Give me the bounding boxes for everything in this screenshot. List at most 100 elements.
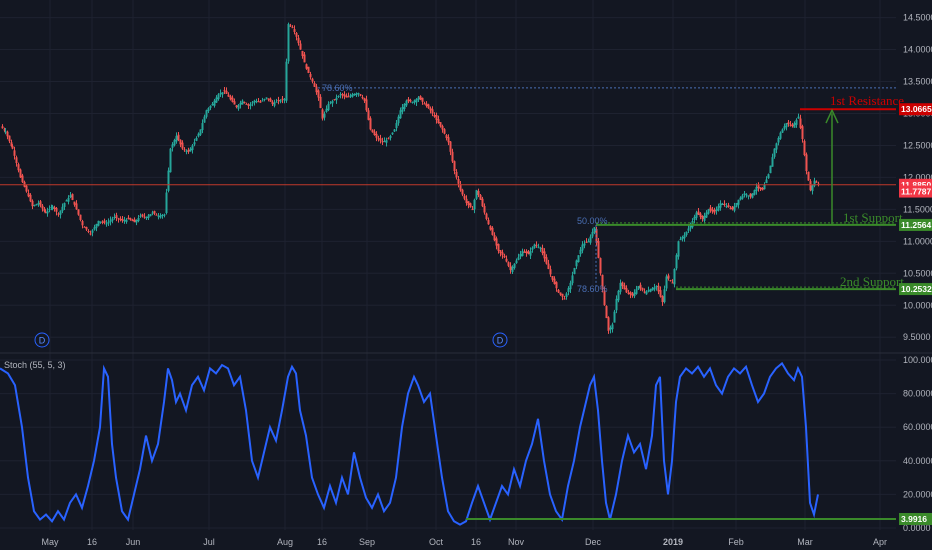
annotations: 1st Resistance 1st Support 2nd Support 7… xyxy=(322,83,904,294)
candle xyxy=(397,116,400,124)
candle xyxy=(265,97,268,99)
candle xyxy=(441,125,444,130)
candle xyxy=(527,251,530,255)
candle xyxy=(217,94,220,100)
candle xyxy=(427,104,430,109)
candle xyxy=(227,94,230,97)
candle xyxy=(207,108,210,112)
candle xyxy=(785,123,788,128)
candle xyxy=(415,98,418,103)
candle xyxy=(473,199,476,210)
candle xyxy=(465,198,468,203)
candle xyxy=(287,23,290,62)
candle xyxy=(787,122,790,125)
candle xyxy=(547,263,550,270)
candle xyxy=(577,255,580,263)
candle xyxy=(535,244,538,246)
candle xyxy=(403,103,406,109)
candle xyxy=(459,184,462,191)
candle xyxy=(741,195,744,199)
stoch-tick-label: 60.0000 xyxy=(903,422,932,432)
event-marker-d-1[interactable]: D xyxy=(34,332,50,348)
time-tick-label: 2019 xyxy=(663,537,683,547)
candle xyxy=(545,257,548,264)
time-tick-label: 16 xyxy=(471,537,481,547)
candle xyxy=(647,290,650,292)
candle xyxy=(91,230,94,233)
candle xyxy=(757,185,760,189)
price-tag-label: 11.2564 xyxy=(901,220,932,230)
candle xyxy=(387,138,390,140)
candle xyxy=(311,78,314,82)
time-tick-label: Sep xyxy=(359,537,375,547)
candle xyxy=(345,95,348,98)
candle xyxy=(105,223,108,225)
candle xyxy=(449,141,452,152)
candle xyxy=(4,131,7,133)
stoch-tag-label: 3.9916 xyxy=(901,514,927,524)
candle xyxy=(597,241,600,258)
time-tick-label: Feb xyxy=(728,537,744,547)
candle xyxy=(775,143,778,150)
candle xyxy=(711,209,714,212)
candle xyxy=(509,265,512,271)
support1-label: 1st Support xyxy=(843,210,903,225)
price-tick-label: 10.5000 xyxy=(903,268,932,278)
candle xyxy=(267,98,270,100)
time-axis[interactable]: May 16 Jun Jul Aug 16 Sep Oct 16 Nov Dec 2019 Feb Mar… xyxy=(41,537,887,547)
candle xyxy=(327,103,330,111)
candle xyxy=(543,251,546,259)
stoch-pane[interactable] xyxy=(0,361,896,526)
candle xyxy=(33,205,36,207)
candle xyxy=(511,266,514,272)
candle xyxy=(239,102,242,105)
candle xyxy=(481,198,484,207)
candle xyxy=(145,217,148,219)
candle xyxy=(629,291,632,295)
candle xyxy=(73,201,76,205)
candle xyxy=(359,94,362,96)
candle xyxy=(765,179,768,184)
candle xyxy=(613,311,616,323)
candle xyxy=(137,217,140,222)
candle xyxy=(57,213,60,215)
price-tag xyxy=(899,283,932,296)
candle xyxy=(253,100,256,103)
candle xyxy=(669,280,672,282)
candle xyxy=(421,97,424,102)
candle xyxy=(11,145,14,149)
candle xyxy=(617,290,620,301)
candle xyxy=(285,61,288,101)
candle xyxy=(247,104,250,106)
candle xyxy=(199,129,202,135)
event-marker-d-2[interactable]: D xyxy=(492,332,508,348)
stoch-axis[interactable]: 100.0000 80.0000 60.0000 40.0000 20.0000 0.00… xyxy=(903,355,932,533)
candle xyxy=(177,134,180,141)
candle xyxy=(393,129,396,132)
candle xyxy=(273,102,276,106)
candle xyxy=(395,123,398,129)
candle xyxy=(555,282,558,289)
resistance-label: 1st Resistance xyxy=(830,93,904,108)
candle xyxy=(463,195,466,199)
candle xyxy=(187,149,190,152)
candle xyxy=(813,180,816,186)
candle xyxy=(727,205,730,208)
price-pane[interactable] xyxy=(0,22,896,334)
candle xyxy=(497,243,500,251)
candle xyxy=(51,206,54,209)
candle xyxy=(319,96,322,109)
candle xyxy=(697,211,700,215)
candle xyxy=(29,194,32,202)
candle xyxy=(693,216,696,220)
time-tick-label: Dec xyxy=(585,537,602,547)
candle xyxy=(257,101,260,103)
candle xyxy=(55,208,58,212)
candle xyxy=(385,140,388,143)
candle xyxy=(571,275,574,284)
candle xyxy=(167,170,170,191)
candle xyxy=(61,206,64,211)
candle xyxy=(561,293,564,297)
candle xyxy=(277,99,280,101)
